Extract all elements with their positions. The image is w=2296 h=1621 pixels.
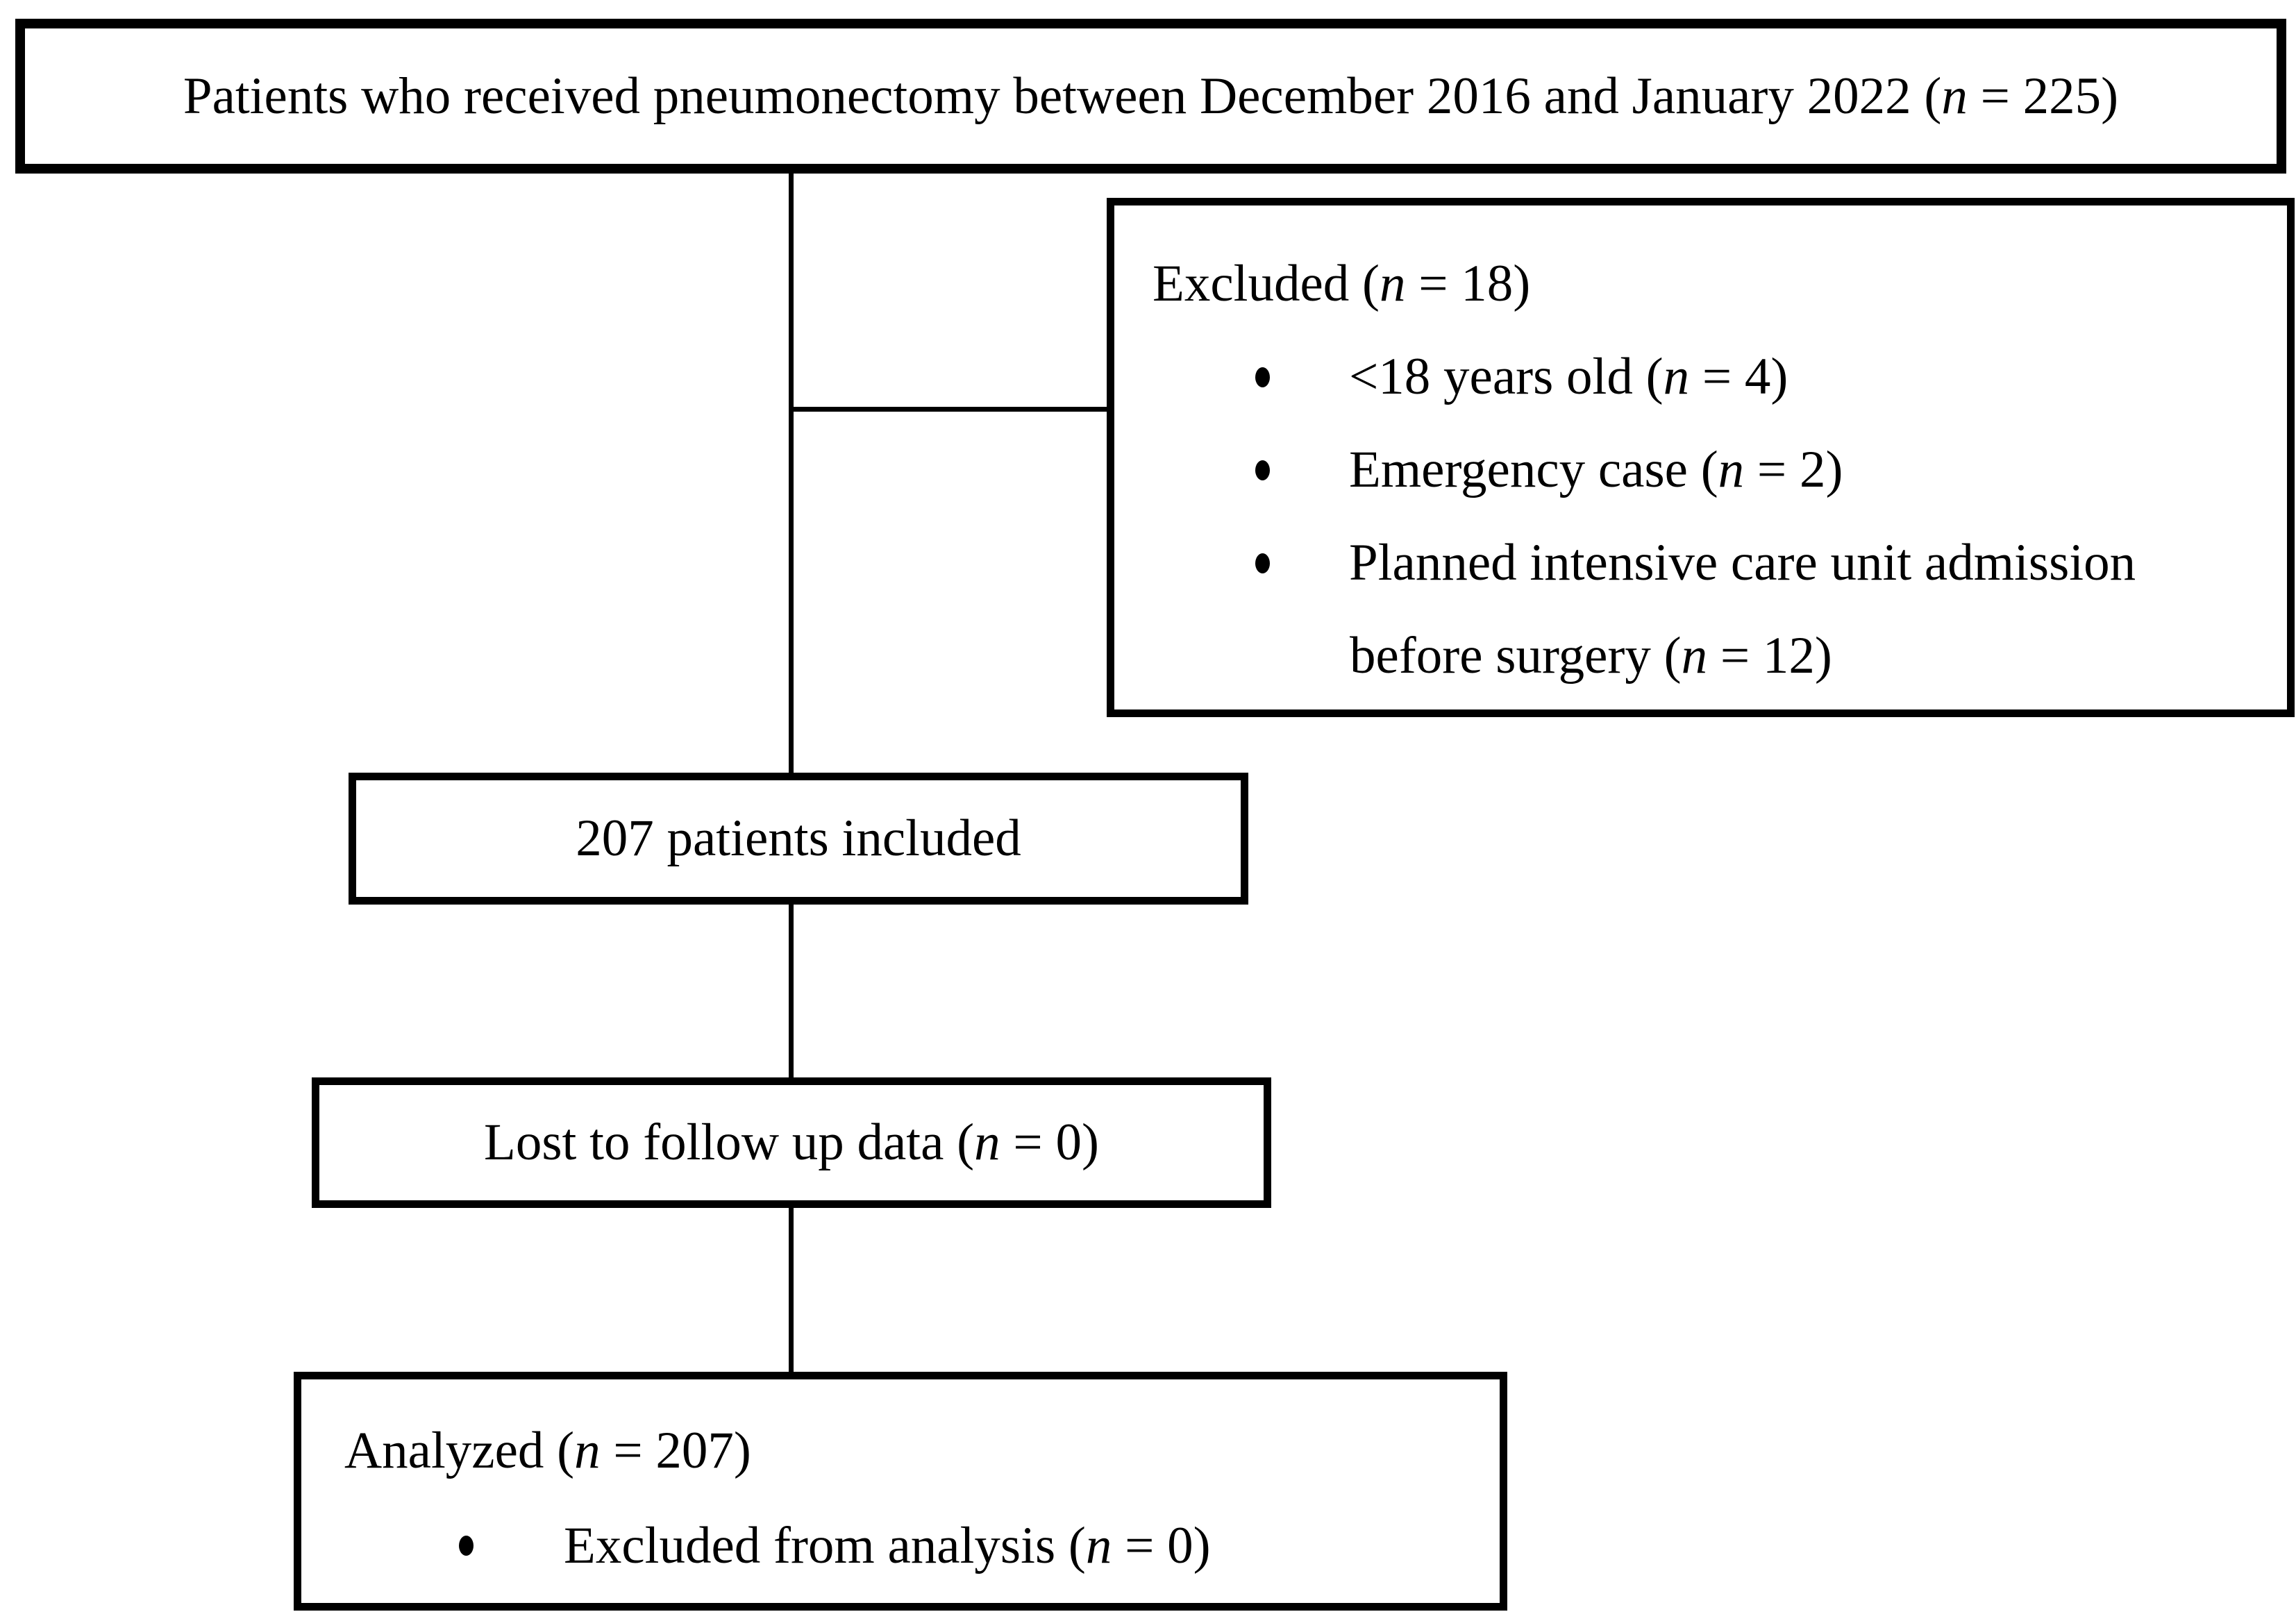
node-lost-to-follow-up: Lost to follow up data (n = 0) xyxy=(312,1077,1271,1208)
connector-included-to-lost xyxy=(789,905,794,1077)
analyzed-bullet-excluded: Excluded from analysis (n = 0) xyxy=(301,1498,1500,1593)
node-enrollment: Patients who received pneumonectomy betw… xyxy=(15,19,2286,174)
n-variable: n xyxy=(1941,67,1968,125)
n-variable: n xyxy=(1379,255,1406,313)
n-variable: n xyxy=(1681,627,1708,685)
lost-text-post: = 0) xyxy=(1000,1114,1099,1172)
n-variable: n xyxy=(1663,348,1690,406)
analyzed-bullet-pre: Excluded from analysis ( xyxy=(564,1516,1086,1574)
excluded-bullet-icu-continuation: before surgery (n = 12) xyxy=(1114,610,2287,703)
analyzed-title-text: Analyzed (n = 207) xyxy=(344,1418,751,1484)
bullet-icon xyxy=(1255,553,1270,573)
n-variable: n xyxy=(574,1421,601,1479)
excluded-bullet-age: <18 years old (n = 4) xyxy=(1114,330,2287,423)
enrollment-text-pre: Patients who received pneumonectomy betw… xyxy=(183,67,1942,125)
bullet-age-pre: <18 years old ( xyxy=(1349,348,1664,406)
lost-text: Lost to follow up data (n = 0) xyxy=(484,1110,1099,1175)
analyzed-title: Analyzed (n = 207) xyxy=(301,1403,1500,1498)
excluded-title: Excluded (n = 18) xyxy=(1114,237,2287,330)
bullet-icu-line2-post: = 12) xyxy=(1707,627,1832,685)
excluded-title-pre: Excluded ( xyxy=(1153,255,1380,313)
n-variable: n xyxy=(974,1114,1000,1172)
excluded-bullet-emergency: Emergency case (n = 2) xyxy=(1114,423,2287,516)
bullet-icon xyxy=(1255,460,1270,480)
excluded-bullet-age-text: <18 years old (n = 4) xyxy=(1349,344,1788,410)
node-excluded: Excluded (n = 18) <18 years old (n = 4) … xyxy=(1107,198,2295,717)
n-variable: n xyxy=(1085,1516,1112,1574)
enrollment-text: Patients who received pneumonectomy betw… xyxy=(183,64,2118,129)
excluded-title-text: Excluded (n = 18) xyxy=(1153,251,1530,317)
analyzed-title-post: = 207) xyxy=(600,1421,751,1479)
bullet-icon xyxy=(1255,367,1270,387)
bullet-icu-line2-pre: before surgery ( xyxy=(1350,627,1682,685)
excluded-title-post: = 18) xyxy=(1405,255,1531,313)
lost-text-pre: Lost to follow up data ( xyxy=(484,1114,975,1172)
bullet-emergency-pre: Emergency case ( xyxy=(1349,441,1718,499)
analyzed-title-pre: Analyzed ( xyxy=(344,1421,575,1479)
excluded-bullet-emergency-text: Emergency case (n = 2) xyxy=(1349,437,1843,503)
bullet-age-post: = 4) xyxy=(1689,348,1788,406)
connector-lost-to-analyzed xyxy=(789,1208,794,1372)
connector-branch-to-excluded xyxy=(789,407,1107,412)
n-variable: n xyxy=(1718,441,1745,499)
analyzed-bullet-text: Excluded from analysis (n = 0) xyxy=(564,1513,1211,1579)
excluded-bullet-icu: Planned intensive care unit admission xyxy=(1114,516,2287,610)
included-text: 207 patients included xyxy=(576,809,1021,868)
connector-enrollment-to-included xyxy=(789,174,794,773)
enrollment-text-post: = 225) xyxy=(1967,67,2119,125)
node-analyzed: Analyzed (n = 207) Excluded from analysi… xyxy=(294,1372,1507,1611)
bullet-emergency-post: = 2) xyxy=(1744,441,1843,499)
bullet-icon xyxy=(459,1536,474,1556)
excluded-bullet-icu-line2: before surgery (n = 12) xyxy=(1350,623,1832,689)
node-included: 207 patients included xyxy=(349,773,1248,905)
excluded-bullet-icu-line1: Planned intensive care unit admission xyxy=(1349,534,2136,592)
analyzed-bullet-post: = 0) xyxy=(1112,1516,1211,1574)
